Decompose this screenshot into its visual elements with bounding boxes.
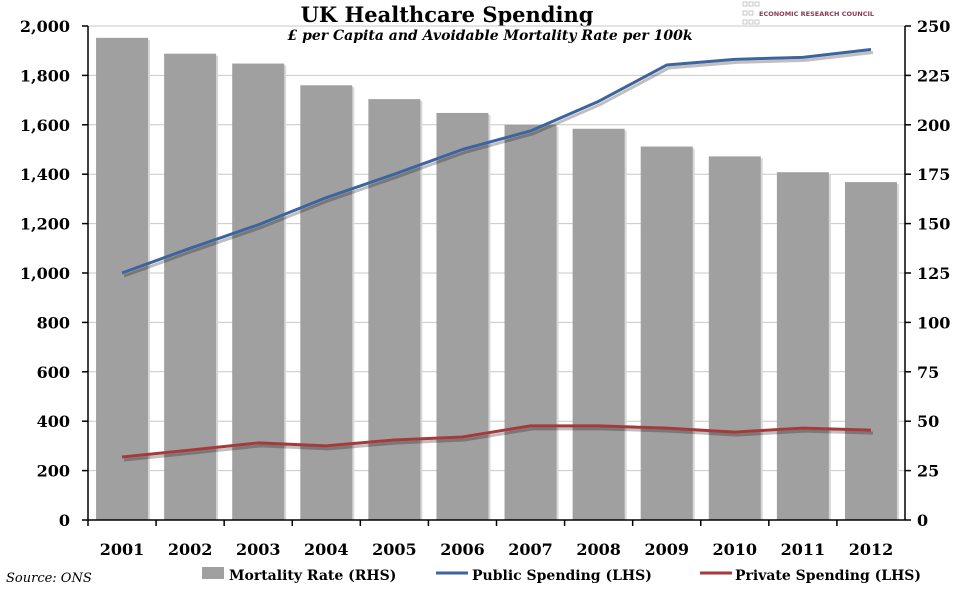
left-tick-label: 800: [37, 313, 70, 332]
x-tick-label: 2012: [849, 540, 894, 559]
right-tick-label: 75: [917, 363, 939, 382]
left-tick-label: 1,000: [20, 264, 70, 283]
x-tick-label: 2008: [576, 540, 621, 559]
right-tick-label: 200: [917, 116, 950, 135]
legend: Mortality Rate (RHS) Public Spending (LH…: [202, 567, 921, 584]
chart-title: UK Healthcare Spending: [301, 2, 594, 27]
right-tick-label: 225: [917, 66, 950, 85]
right-tick-label: 0: [917, 511, 928, 530]
x-tick-label: 2005: [372, 540, 417, 559]
public-spending-line: [121, 47, 872, 275]
right-tick-label: 150: [917, 215, 950, 234]
x-tick-label: 2010: [713, 540, 758, 559]
x-tick-label: 2007: [508, 540, 553, 559]
bar-2012: [844, 182, 897, 520]
logo-text: ECONOMIC RESEARCH COUNCIL: [759, 10, 874, 18]
line-shadow: [123, 427, 874, 462]
bar-2001: [96, 37, 149, 521]
bar-2010: [708, 156, 761, 520]
chart-subtitle: £ per Capita and Avoidable Mortality Rat…: [287, 28, 692, 44]
bar-2011: [776, 172, 829, 520]
x-tick-label: 2006: [440, 540, 485, 559]
bar-2006: [436, 112, 489, 520]
legend-label-private: Private Spending (LHS): [735, 568, 921, 584]
legend-label-public: Public Spending (LHS): [472, 568, 652, 584]
x-tick-label: 2004: [304, 540, 349, 559]
x-tick-label: 2011: [781, 540, 826, 559]
legend-label-mortality: Mortality Rate (RHS): [229, 568, 396, 584]
bar-2003: [232, 63, 285, 520]
left-tick-label: 1,600: [20, 116, 70, 135]
bar-2004: [300, 85, 353, 520]
left-tick-label: 200: [37, 462, 70, 481]
left-tick-label: 1,400: [20, 165, 70, 184]
bar-2007: [504, 124, 557, 521]
right-tick-label: 250: [917, 17, 950, 36]
right-tick-label: 25: [917, 462, 939, 481]
logo: ECONOMIC RESEARCH COUNCIL: [742, 1, 874, 25]
bar-2005: [368, 99, 421, 520]
left-tick-label: 1,200: [20, 215, 70, 234]
legend-swatch-mortality: [202, 567, 224, 579]
left-tick-label: 600: [37, 363, 70, 382]
x-tick-label: 2001: [100, 540, 145, 559]
x-tick-label: 2003: [236, 540, 281, 559]
bar-2008: [572, 128, 625, 520]
right-tick-label: 175: [917, 165, 950, 184]
private-spending-line: [121, 424, 872, 459]
left-tick-label: 0: [59, 511, 70, 530]
right-tick-label: 125: [917, 264, 950, 283]
bar-2002: [164, 53, 217, 520]
line-shadow: [123, 50, 874, 278]
bar-2009: [640, 146, 693, 520]
left-tick-label: 400: [37, 412, 70, 431]
x-tick-label: 2009: [644, 540, 689, 559]
x-tick-label: 2002: [168, 540, 213, 559]
right-tick-label: 50: [917, 412, 939, 431]
left-tick-label: 1,800: [20, 66, 70, 85]
right-tick-label: 100: [917, 313, 950, 332]
source-note: Source: ONS: [6, 571, 92, 586]
left-tick-label: 2,000: [20, 17, 70, 36]
